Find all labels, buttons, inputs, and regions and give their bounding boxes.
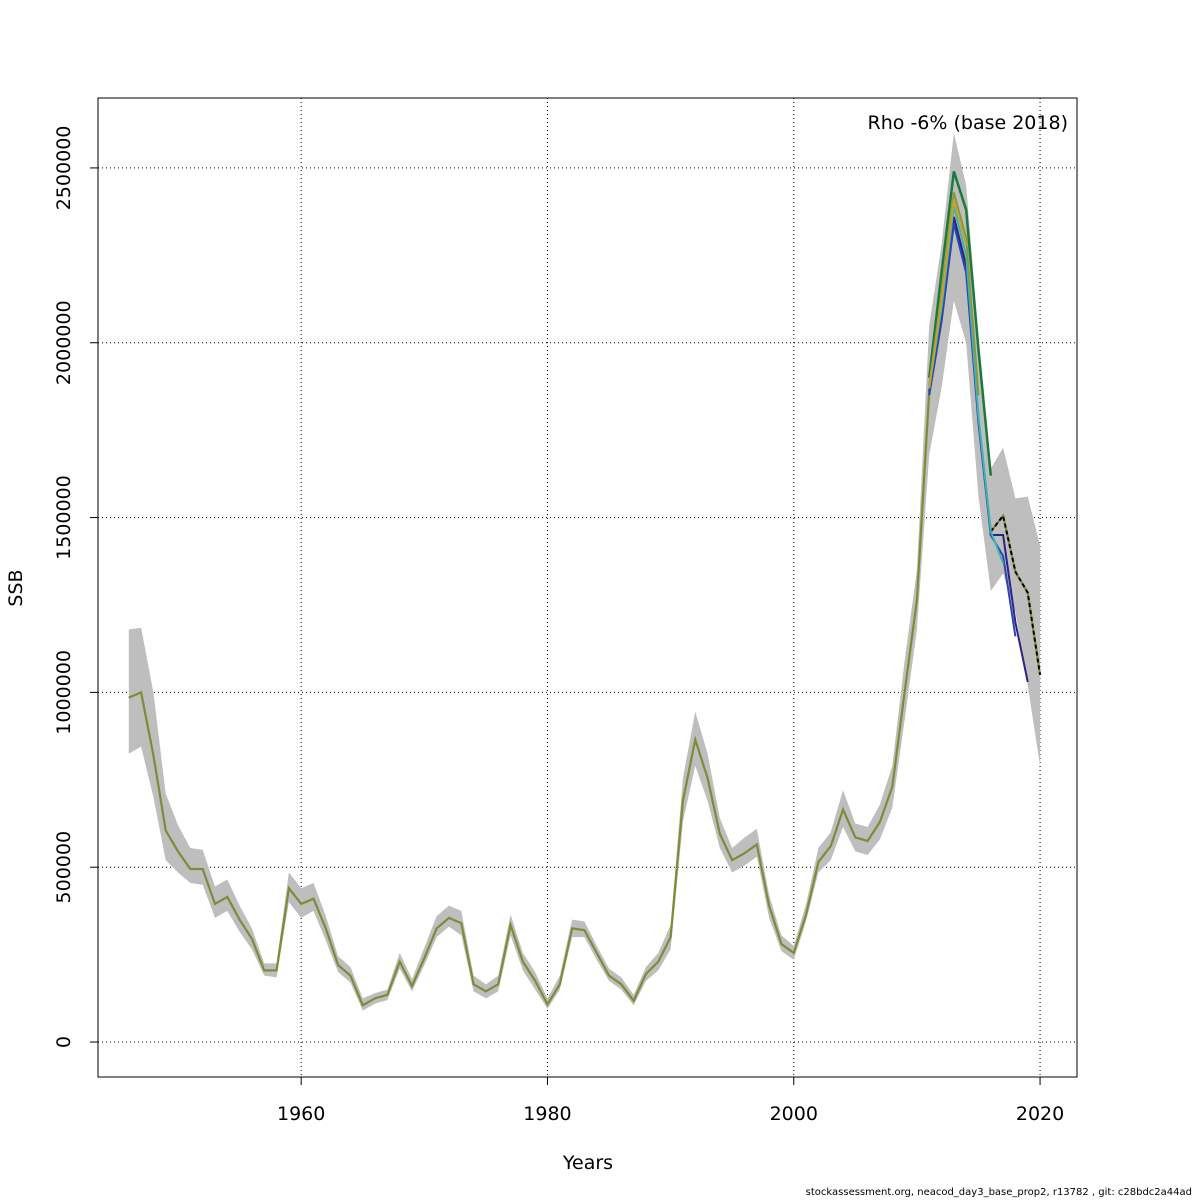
y-tick-label-1: 500000	[53, 831, 75, 904]
series-line-2020	[990, 513, 1042, 676]
x-tick-label-0: 1960	[277, 1103, 325, 1125]
series-line-base-history	[128, 216, 1042, 1007]
y-axis-label: SSB	[5, 569, 27, 606]
x-axis: 1960 1980 2000 2020	[277, 1077, 1064, 1125]
series-line-2016	[927, 171, 993, 476]
y-tick-label-2: 1000000	[53, 650, 75, 735]
x-tick-label-3: 2020	[1016, 1103, 1064, 1125]
series-line-2014	[928, 199, 968, 389]
rho-annotation: Rho -6% (base 2018)	[868, 112, 1068, 134]
y-tick-label-4: 2000000	[53, 300, 75, 385]
y-tick-label-3: 1500000	[53, 475, 75, 560]
footer-credit: stockassessment.org, neacod_day3_base_pr…	[805, 1187, 1192, 1198]
y-tick-label-5: 2500000	[53, 126, 75, 211]
plot-frame	[97, 97, 1078, 1078]
y-axis: 0 500000 1000000 1500000 2000000 2500000	[53, 126, 98, 1048]
x-tick-label-1: 1980	[523, 1103, 571, 1125]
x-tick-label-2: 2000	[770, 1103, 818, 1125]
series-lines	[128, 171, 1042, 1007]
x-axis-label: Years	[562, 1152, 613, 1174]
y-tick-label-0: 0	[53, 1036, 75, 1048]
